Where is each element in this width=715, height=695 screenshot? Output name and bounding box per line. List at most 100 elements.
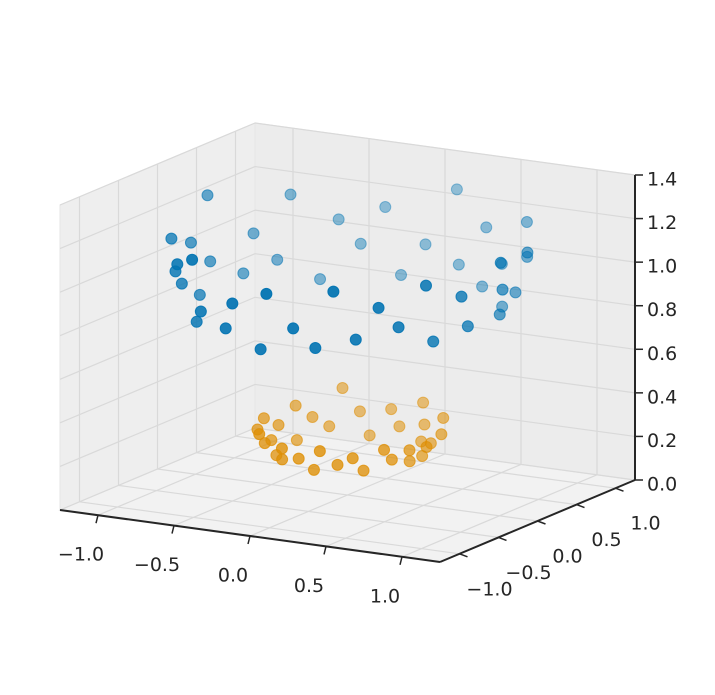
- z-tick-label: 0.8: [647, 299, 677, 321]
- data-point: [292, 452, 305, 465]
- data-point: [420, 279, 432, 292]
- data-point: [247, 227, 260, 240]
- data-point: [331, 458, 344, 471]
- data-point: [437, 411, 450, 424]
- x-tick-label: 1.0: [370, 585, 400, 607]
- grid-line: [59, 427, 256, 511]
- data-point: [332, 213, 345, 226]
- grid-line: [59, 296, 256, 380]
- data-point: [476, 280, 489, 293]
- grid-line: [254, 209, 636, 263]
- data-point: [313, 445, 326, 458]
- x-tick: [95, 515, 99, 524]
- data-point: [260, 287, 273, 300]
- data-point: [254, 343, 267, 356]
- x-tick-label: 0.0: [218, 565, 248, 587]
- y-tick: [498, 536, 507, 542]
- data-point: [194, 305, 207, 318]
- data-point: [237, 267, 250, 280]
- data-point: [416, 449, 429, 462]
- data-point: [372, 301, 385, 314]
- data-point: [403, 444, 416, 457]
- data-point: [509, 286, 522, 299]
- z-tick-label: 0.2: [647, 430, 677, 452]
- data-point: [307, 463, 320, 476]
- grid-line: [79, 501, 460, 555]
- data-point: [204, 255, 217, 268]
- grid-line: [254, 165, 636, 220]
- data-point: [357, 464, 370, 477]
- data-point: [395, 268, 408, 281]
- data-point: [418, 418, 431, 431]
- data-point: [271, 253, 284, 266]
- y-tick: [615, 487, 624, 492]
- data-point: [289, 399, 302, 412]
- z-tick-label: 1.4: [647, 169, 677, 191]
- data-point: [346, 452, 359, 465]
- data-point: [385, 453, 398, 466]
- data-point: [226, 297, 239, 310]
- grid-line: [254, 383, 636, 438]
- grid-line: [157, 468, 538, 522]
- x-tick: [399, 556, 403, 565]
- y-tick: [537, 520, 546, 525]
- data-point: [450, 183, 463, 196]
- data-point: [496, 283, 509, 296]
- x-tick: [171, 525, 175, 534]
- y-tick-label: −0.5: [505, 562, 551, 584]
- x-tick-label: −1.0: [58, 544, 104, 566]
- data-point: [314, 273, 327, 286]
- data-point: [393, 420, 406, 433]
- data-point: [165, 232, 178, 245]
- z-tick-label: 0.0: [647, 474, 677, 496]
- grid-line: [59, 209, 256, 293]
- data-point: [415, 435, 428, 448]
- z-tick-label: 0.4: [647, 386, 677, 408]
- data-point: [193, 288, 206, 301]
- grid-line: [254, 122, 636, 176]
- grid-line: [196, 452, 577, 506]
- data-point: [257, 412, 270, 425]
- z-tick-label: 1.2: [647, 212, 677, 234]
- z-tick-label: 0.6: [647, 343, 677, 365]
- grid-line: [59, 340, 256, 424]
- y-tick: [576, 503, 585, 509]
- data-point: [287, 322, 300, 335]
- data-point: [219, 322, 232, 335]
- data-point: [190, 315, 203, 328]
- data-point: [363, 429, 376, 442]
- grid-line: [254, 427, 636, 481]
- grid-line: [118, 484, 499, 538]
- grid-line: [254, 296, 636, 350]
- data-point: [171, 258, 184, 271]
- data-point: [480, 221, 493, 234]
- x-tick: [323, 546, 327, 555]
- data-point: [385, 403, 398, 416]
- grid-line: [59, 166, 256, 250]
- data-point: [201, 189, 214, 202]
- data-point: [272, 419, 285, 432]
- grid-line: [59, 122, 256, 206]
- data-point: [417, 396, 430, 409]
- data-point: [378, 443, 391, 456]
- data-point: [496, 300, 509, 313]
- data-point: [327, 285, 340, 298]
- y-tick-label: 0.5: [591, 529, 621, 551]
- data-point: [323, 420, 336, 433]
- data-point: [349, 333, 362, 346]
- data-point: [175, 277, 188, 290]
- data-point: [275, 442, 288, 455]
- y-tick-label: 0.0: [552, 546, 582, 568]
- data-point: [452, 258, 465, 271]
- data-point: [461, 320, 474, 333]
- data-point: [494, 256, 507, 269]
- data-point: [253, 428, 266, 441]
- data-point: [521, 250, 534, 263]
- data-point: [379, 201, 392, 214]
- data-point: [336, 382, 349, 395]
- grid-line: [254, 253, 636, 307]
- grid-line: [59, 253, 256, 337]
- data-point: [520, 216, 533, 229]
- data-point: [276, 453, 289, 466]
